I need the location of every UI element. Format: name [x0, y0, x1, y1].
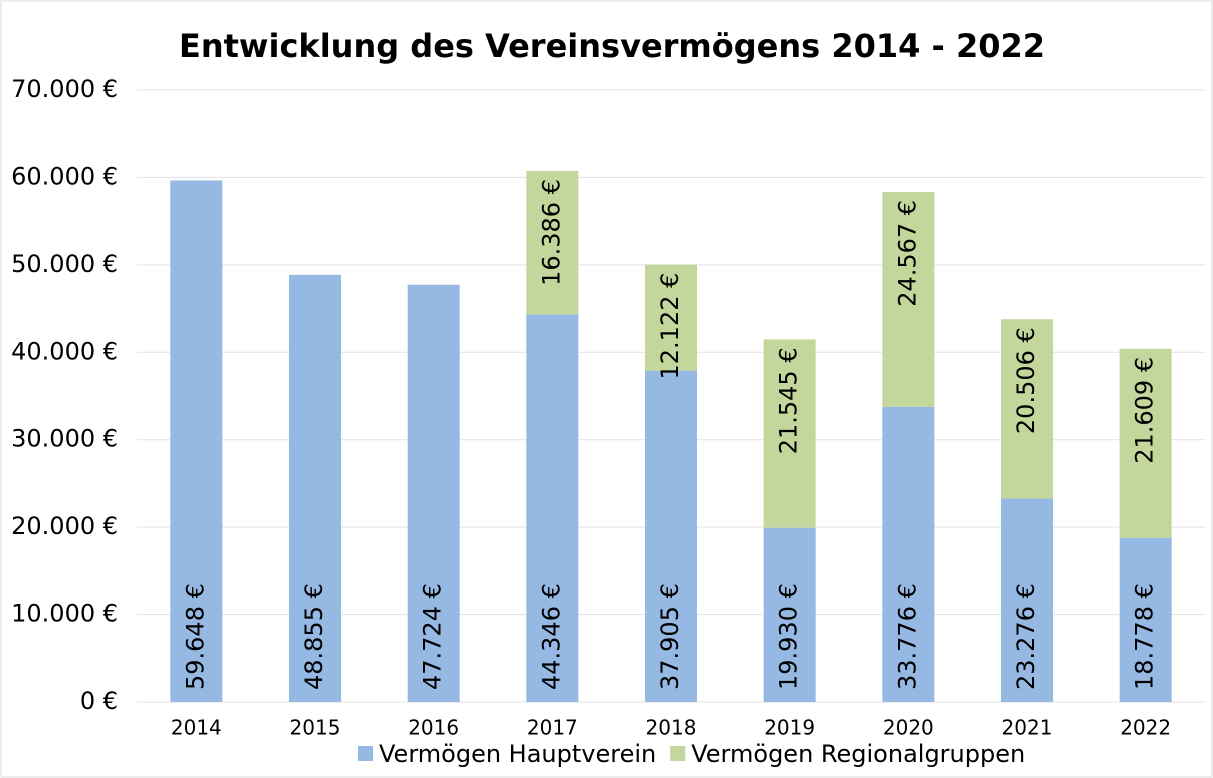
- x-tick-label: 2017: [527, 716, 578, 740]
- legend-swatch: [670, 746, 686, 761]
- y-tick-label: 20.000 €: [11, 512, 118, 540]
- legend-label: Vermögen Hauptverein: [379, 740, 656, 768]
- value-label: 18.778 €: [1131, 583, 1159, 690]
- value-label: 21.545 €: [775, 347, 803, 454]
- bar-segment: [526, 171, 579, 315]
- bar-segment: [289, 274, 341, 702]
- x-tick-label: 2018: [646, 716, 697, 740]
- value-label: 37.905 €: [656, 583, 684, 690]
- value-label: 20.506 €: [1012, 327, 1040, 434]
- y-tick-label: 40.000 €: [11, 337, 118, 365]
- y-tick-label: 0 €: [80, 687, 118, 715]
- value-label: 33.776 €: [893, 583, 921, 690]
- bar-segment: [645, 370, 697, 702]
- value-label: 59.648 €: [181, 583, 209, 690]
- y-tick-label: 30.000 €: [11, 425, 118, 453]
- x-tick-label: 2016: [408, 716, 459, 740]
- legend-swatch: [358, 746, 373, 761]
- bar-segment: [763, 527, 816, 702]
- bar-segment: [882, 406, 935, 702]
- y-tick-label: 50.000 €: [11, 250, 118, 278]
- y-tick-label: 60.000 €: [11, 162, 118, 190]
- bar-segment: [882, 191, 935, 407]
- bar-segment: [407, 284, 460, 702]
- bar-segment: [1119, 537, 1172, 702]
- value-label: 44.346 €: [537, 583, 565, 690]
- value-label: 23.276 €: [1012, 583, 1040, 690]
- legend-label: Vermögen Regionalgruppen: [691, 740, 1025, 768]
- x-tick-label: 2022: [1120, 716, 1171, 740]
- y-tick-label: 10.000 €: [11, 600, 118, 628]
- x-tick-label: 2020: [883, 716, 934, 740]
- bar-segment: [1001, 498, 1053, 702]
- bar-segment: [526, 314, 579, 702]
- bar-segment: [1001, 319, 1053, 499]
- value-label: 19.930 €: [775, 583, 803, 690]
- value-label: 16.386 €: [537, 179, 565, 286]
- chart-title: Entwicklung des Vereinsvermögens 2014 - …: [179, 27, 1045, 65]
- value-label: 12.122 €: [656, 273, 684, 380]
- value-label: 47.724 €: [419, 583, 447, 690]
- x-tick-label: 2015: [290, 716, 341, 740]
- bar-segment: [1119, 348, 1172, 538]
- x-tick-label: 2014: [171, 716, 222, 740]
- x-tick-label: 2021: [1002, 716, 1053, 740]
- x-tick-label: 2019: [764, 716, 815, 740]
- y-tick-label: 70.000 €: [11, 75, 118, 103]
- bar-segment: [170, 180, 223, 703]
- value-label: 21.609 €: [1131, 357, 1159, 464]
- value-label: 48.855 €: [300, 583, 328, 690]
- value-label: 24.567 €: [893, 200, 921, 307]
- bar-segment: [645, 264, 697, 371]
- bar-segment: [763, 339, 816, 528]
